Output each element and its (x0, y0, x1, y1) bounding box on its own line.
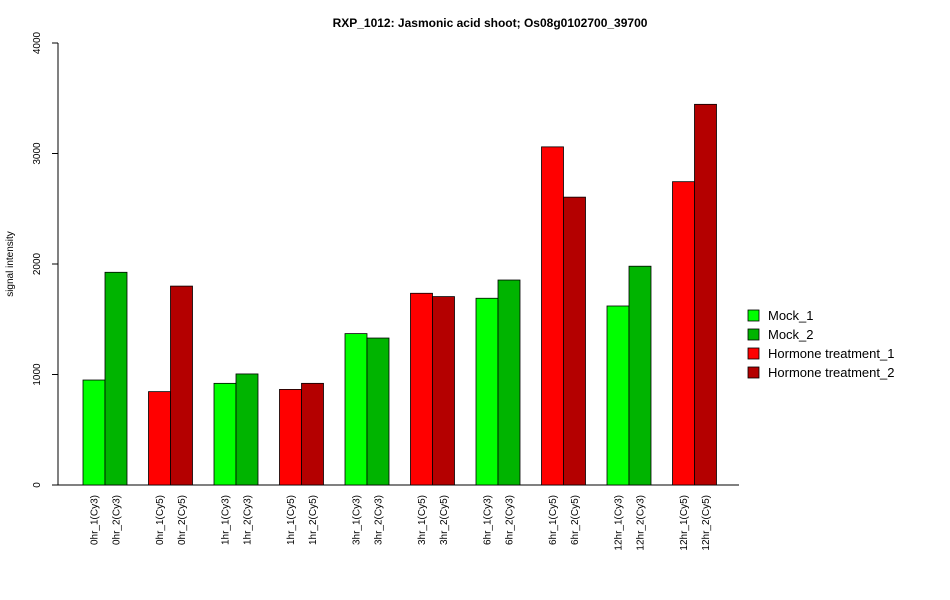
x-tick-label: 0hr_2(Cy3) (112, 495, 123, 545)
x-tick-label: 0hr_1(Cy3) (90, 495, 101, 545)
y-tick-label: 4000 (32, 31, 43, 54)
legend-swatch (747, 347, 760, 360)
x-tick-label: 12hr_2(Cy3) (636, 495, 647, 551)
legend-swatch (747, 366, 760, 379)
bar-0hr_1(Cy5) (148, 391, 171, 486)
bar-6hr_2(Cy5) (563, 196, 586, 486)
bar-3hr_1(Cy3) (344, 333, 368, 486)
bar-12hr_1(Cy5) (672, 181, 695, 486)
x-tick-labels: 0hr_1(Cy3) 0hr_2(Cy3) 0hr_1(Cy5) 0hr_2(Cy5)… (90, 495, 713, 551)
y-tick-label: 2000 (32, 252, 43, 275)
bar-12hr_1(Cy3) (606, 305, 630, 486)
legend-swatch (747, 309, 760, 322)
x-tick-label: 3hr_1(Cy3) (352, 495, 363, 545)
x-tick-label: 12hr_2(Cy5) (701, 495, 712, 551)
x-tick-label: 6hr_1(Cy3) (483, 495, 494, 545)
x-tick-label: 3hr_2(Cy5) (439, 495, 450, 545)
bar-3hr_1(Cy5) (410, 292, 433, 486)
x-tick-label: 3hr_1(Cy5) (417, 495, 428, 545)
x-tick-label: 1hr_1(Cy5) (286, 495, 297, 545)
x-tick-label: 12hr_1(Cy5) (679, 495, 690, 551)
bar-6hr_2(Cy3) (497, 279, 521, 486)
y-tick-label: 0 (32, 482, 43, 488)
bar-12hr_2(Cy3) (628, 265, 652, 486)
bar-1hr_1(Cy3) (213, 382, 237, 486)
x-tick-label: 1hr_2(Cy5) (308, 495, 319, 545)
x-tick-label: 6hr_2(Cy5) (570, 495, 581, 545)
y-tick-label: 3000 (32, 142, 43, 165)
legend-label: Mock_1 (768, 308, 814, 323)
x-tick-label: 12hr_1(Cy3) (614, 495, 625, 551)
bar-0hr_1(Cy3) (82, 379, 106, 486)
bar-3hr_2(Cy5) (432, 296, 455, 486)
bar-1hr_1(Cy5) (279, 389, 302, 486)
bar-1hr_2(Cy3) (235, 373, 259, 486)
x-tick-label: 0hr_1(Cy5) (155, 495, 166, 545)
legend-label: Hormone treatment_1 (768, 346, 894, 361)
x-tick-label: 3hr_2(Cy3) (374, 495, 385, 545)
bar-3hr_2(Cy3) (366, 337, 390, 486)
y-tick-label: 1000 (32, 363, 43, 386)
chart-title: RXP_1012: Jasmonic acid shoot; Os08g0102… (333, 16, 648, 30)
y-axis: 0 1000 2000 3000 4000 (32, 31, 59, 488)
bar-6hr_1(Cy5) (541, 146, 564, 486)
bar-12hr_2(Cy5) (694, 103, 717, 486)
bar-1hr_2(Cy5) (301, 382, 324, 486)
x-tick-label: 6hr_2(Cy3) (505, 495, 516, 545)
bar-0hr_2(Cy3) (104, 271, 128, 486)
x-tick-label: 0hr_2(Cy5) (177, 495, 188, 545)
x-tick-label: 1hr_2(Cy3) (243, 495, 254, 545)
x-tick-label: 6hr_1(Cy5) (548, 495, 559, 545)
legend: Mock_1 Mock_2 Hormone treatment_1 Hormone t… (747, 308, 894, 380)
y-axis-label: signal intensity (5, 231, 16, 297)
bar-6hr_1(Cy3) (475, 297, 499, 486)
x-tick-label: 1hr_1(Cy3) (221, 495, 232, 545)
bars-group (82, 103, 717, 486)
legend-label: Hormone treatment_2 (768, 365, 894, 380)
legend-label: Mock_2 (768, 327, 814, 342)
bar-0hr_2(Cy5) (170, 285, 193, 486)
legend-swatch (747, 328, 760, 341)
